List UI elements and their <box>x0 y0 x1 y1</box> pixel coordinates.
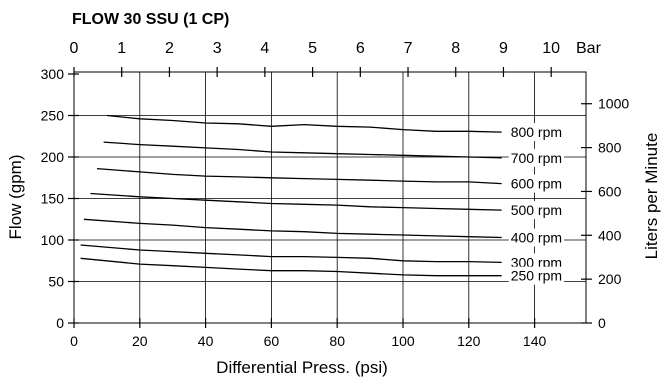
y-tick-label: 0 <box>56 315 64 331</box>
top-tick-label: 5 <box>308 40 317 57</box>
right-tick-label: 800 <box>598 140 622 156</box>
rpm-label-bg <box>508 123 565 142</box>
rpm-label-bg <box>508 228 565 247</box>
rpm-label-bg <box>508 266 565 285</box>
top-tick-label: 6 <box>356 40 365 57</box>
top-tick-label: 10 <box>542 40 560 57</box>
chart-title: FLOW 30 SSU (1 CP) <box>72 11 229 28</box>
y-tick-label: 150 <box>41 191 65 207</box>
right-tick-label: 1000 <box>598 96 629 112</box>
top-tick-label: 2 <box>165 40 174 57</box>
top-tick-label: 7 <box>404 40 413 57</box>
rpm-label: 800 rpm <box>511 124 562 140</box>
x-axis-title: Differential Press. (psi) <box>216 358 388 377</box>
plot-frame <box>73 71 587 324</box>
x-tick-label: 120 <box>457 333 481 349</box>
curve-800-rpm <box>106 114 502 133</box>
rpm-label: 250 rpm <box>511 268 562 284</box>
rpm-curves: 800 rpm 700 rpm 600 rpm 500 rpm 400 rpm 300 r… <box>80 114 565 285</box>
curve-400-rpm <box>83 218 502 239</box>
curve-500-rpm <box>90 192 502 211</box>
top-axis-title: Bar <box>576 40 602 57</box>
curve-600-rpm <box>96 167 502 185</box>
top-tick-label: 9 <box>499 40 508 57</box>
grid <box>74 72 586 323</box>
right-axis-title: Liters per Minute <box>642 133 661 260</box>
y-tick-label: 300 <box>41 66 65 82</box>
rpm-label: 400 rpm <box>511 230 562 246</box>
curve-300-rpm <box>80 244 502 264</box>
x-tick-label: 100 <box>391 333 415 349</box>
top-tick-label: 8 <box>451 40 460 57</box>
rpm-label-bg <box>508 174 565 193</box>
curve-250-rpm <box>80 257 502 277</box>
x-tick-label: 20 <box>132 333 148 349</box>
top-tick-label: 3 <box>213 40 222 57</box>
right-tick-label: 0 <box>598 315 606 331</box>
rpm-label-bg <box>508 201 565 220</box>
y-tick-label: 50 <box>48 274 64 290</box>
rpm-label-bg <box>508 148 565 167</box>
y-tick-label: 250 <box>41 108 65 124</box>
top-tick-label: 0 <box>70 40 79 57</box>
y-tick-label: 200 <box>41 149 65 165</box>
x-tick-label: 0 <box>70 333 78 349</box>
rpm-label: 500 rpm <box>511 202 562 218</box>
rpm-label: 600 rpm <box>511 176 562 192</box>
right-tick-label: 200 <box>598 271 622 287</box>
y-axis-title: Flow (gpm) <box>6 154 25 239</box>
rpm-label: 700 rpm <box>511 150 562 166</box>
x-tick-label: 60 <box>264 333 280 349</box>
right-tick-label: 600 <box>598 183 622 199</box>
rpm-label: 300 rpm <box>511 254 562 270</box>
right-tick-label: 400 <box>598 227 622 243</box>
x-tick-label: 40 <box>198 333 214 349</box>
top-tick-label: 4 <box>260 40 269 57</box>
curve-700-rpm <box>103 141 502 159</box>
x-tick-label: 80 <box>329 333 345 349</box>
y-tick-label: 100 <box>41 232 65 248</box>
top-tick-label: 1 <box>117 40 126 57</box>
x-tick-label: 140 <box>523 333 547 349</box>
